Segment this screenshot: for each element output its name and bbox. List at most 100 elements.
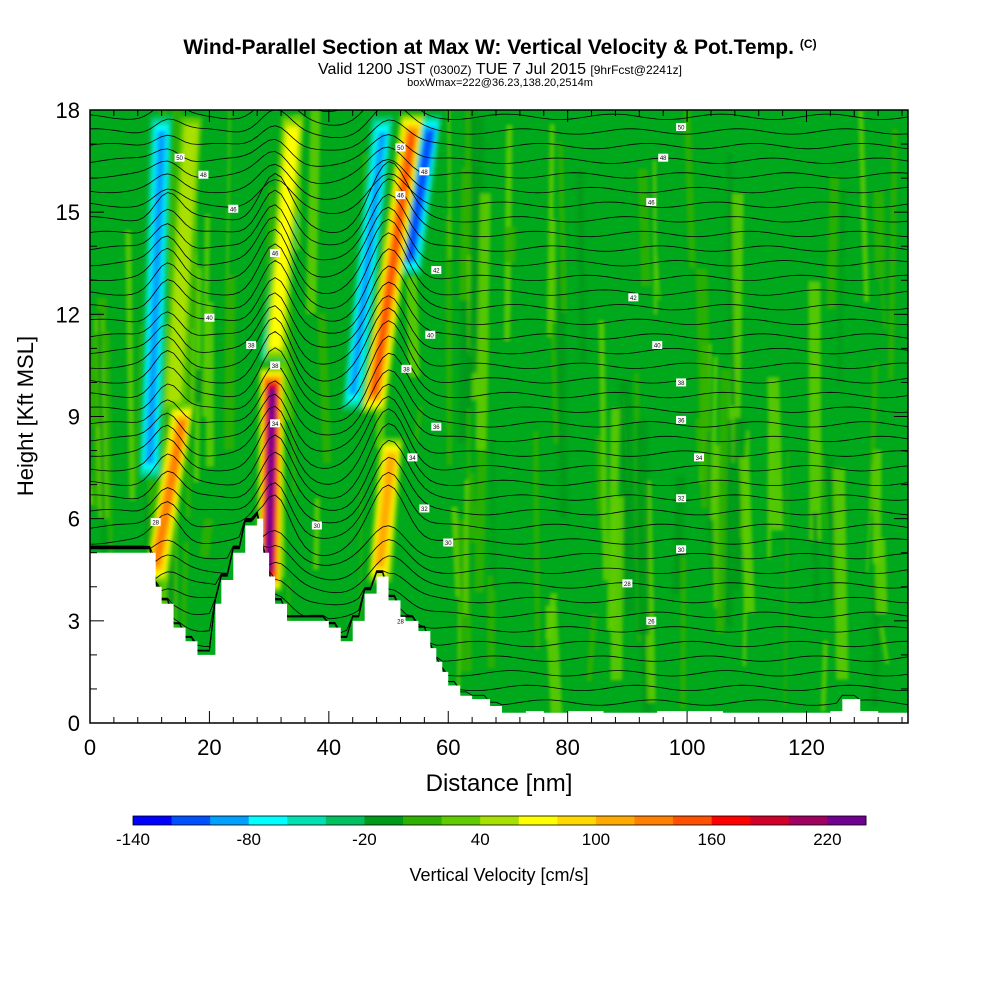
velocity-streak — [460, 357, 473, 409]
velocity-streak — [504, 226, 517, 263]
contour-label-bg — [694, 453, 705, 462]
velocity-streak — [205, 302, 215, 467]
contour-label: 36 — [678, 418, 685, 424]
contour-label: 38 — [678, 381, 685, 387]
downdraft-band — [405, 130, 435, 260]
contour-label: 32 — [678, 497, 685, 503]
contour-label-bg — [628, 293, 639, 302]
theta-contour — [90, 281, 908, 348]
contour-label-bg — [395, 191, 406, 200]
y-tick-label: 9 — [68, 405, 80, 430]
contour-label-bg — [401, 364, 412, 373]
chart-subtitle: Valid 1200 JST (0300Z) TUE 7 Jul 2015 [9… — [0, 61, 1000, 79]
contour-label-bg — [395, 143, 406, 152]
velocity-streak — [105, 330, 114, 594]
velocity-streak — [223, 275, 236, 450]
y-tick-label: 15 — [56, 200, 80, 225]
box-info: boxWmax=222@36.23,138.20,2514m — [407, 77, 593, 89]
colorbar-swatch — [403, 816, 443, 825]
theta-contour — [90, 173, 908, 215]
contour-label: 34 — [696, 456, 703, 462]
theta-contour — [90, 511, 908, 594]
colorbar-swatch — [673, 816, 713, 825]
theta-contour — [90, 423, 908, 499]
contour-label: 30 — [445, 541, 452, 547]
velocity-streak — [557, 142, 568, 312]
velocity-streak — [715, 369, 730, 634]
colorbar-swatch — [287, 816, 327, 825]
velocity-streak — [199, 518, 214, 558]
velocity-streak — [288, 305, 296, 496]
contour-label: 38 — [403, 367, 410, 373]
forecast-date: TUE 7 Jul 2015 — [475, 61, 586, 78]
theta-contour — [90, 383, 908, 452]
velocity-streak — [576, 171, 587, 362]
x-tick-label: 60 — [436, 735, 460, 760]
valid-time: Valid 1200 JST — [318, 61, 426, 78]
colorbar-tick-label: 220 — [813, 830, 841, 849]
velocity-streak — [655, 255, 661, 301]
velocity-streak — [826, 176, 840, 310]
contour-label: 48 — [200, 173, 207, 179]
contour-label-bg — [431, 266, 442, 275]
plot-area: 50 48 46 40 38 46 38 34 28 30 50 48 46 42 40 38 36 34 32 30… — [90, 110, 908, 723]
colorbar-swatch — [750, 816, 790, 825]
x-axis-label: Distance [nm] — [426, 770, 573, 797]
velocity-streak — [469, 110, 478, 270]
velocity-streak — [533, 431, 541, 650]
velocity-streak — [306, 110, 321, 314]
velocity-streak — [225, 110, 231, 322]
velocity-streak — [837, 189, 846, 385]
x-tick-label: 20 — [197, 735, 221, 760]
contour-label-bg — [419, 504, 430, 513]
contour-label-bg — [676, 415, 687, 424]
theta-contour — [90, 511, 908, 566]
contour-label-bg — [658, 153, 669, 162]
velocity-streak — [586, 613, 598, 682]
velocity-streak — [97, 310, 107, 583]
y-tick-label: 3 — [68, 609, 80, 634]
contour-label: 28 — [397, 619, 404, 625]
velocity-streak — [546, 123, 555, 337]
contour-label-bg — [676, 123, 687, 132]
theta-contour — [90, 265, 908, 334]
contour-label: 46 — [272, 252, 279, 258]
colorbar-tick-label: 100 — [582, 830, 610, 849]
colorbar-swatch — [711, 816, 751, 825]
velocity-streak — [783, 451, 790, 709]
contour-label-bg — [395, 616, 406, 625]
theta-contour — [90, 295, 908, 365]
velocity-streak — [551, 218, 556, 323]
theta-contour — [90, 307, 908, 382]
theta-contour — [90, 395, 908, 469]
contour-label: 42 — [433, 269, 440, 275]
theta-contour — [90, 232, 908, 309]
velocity-streak — [767, 376, 784, 531]
contour-label-bg — [204, 313, 215, 322]
velocity-streak — [317, 313, 332, 464]
contour-label: 26 — [648, 619, 655, 625]
utc-time: (0300Z) — [429, 63, 472, 77]
theta-contour — [90, 134, 908, 167]
x-tick-label: 0 — [84, 735, 96, 760]
y-axis-label: Height [Kft MSL] — [13, 336, 38, 496]
colorbar-swatch — [557, 816, 597, 825]
theta-contour — [90, 439, 908, 511]
velocity-streak — [873, 190, 886, 280]
contour-label-bg — [652, 340, 663, 349]
theta-contour — [90, 218, 908, 294]
theta-contour — [90, 471, 908, 539]
velocity-streak — [873, 537, 888, 614]
velocity-streak — [739, 457, 755, 613]
contour-label: 40 — [206, 316, 213, 322]
downdraft-band — [145, 130, 166, 464]
colorbar-tick-label: -140 — [116, 830, 150, 849]
x-tick-label: 80 — [555, 735, 579, 760]
theta-contour — [90, 146, 908, 184]
contour-label-bg — [407, 453, 418, 462]
contour-label: 38 — [248, 343, 255, 349]
y-tick-label: 18 — [56, 98, 80, 123]
theta-contour — [90, 335, 908, 410]
